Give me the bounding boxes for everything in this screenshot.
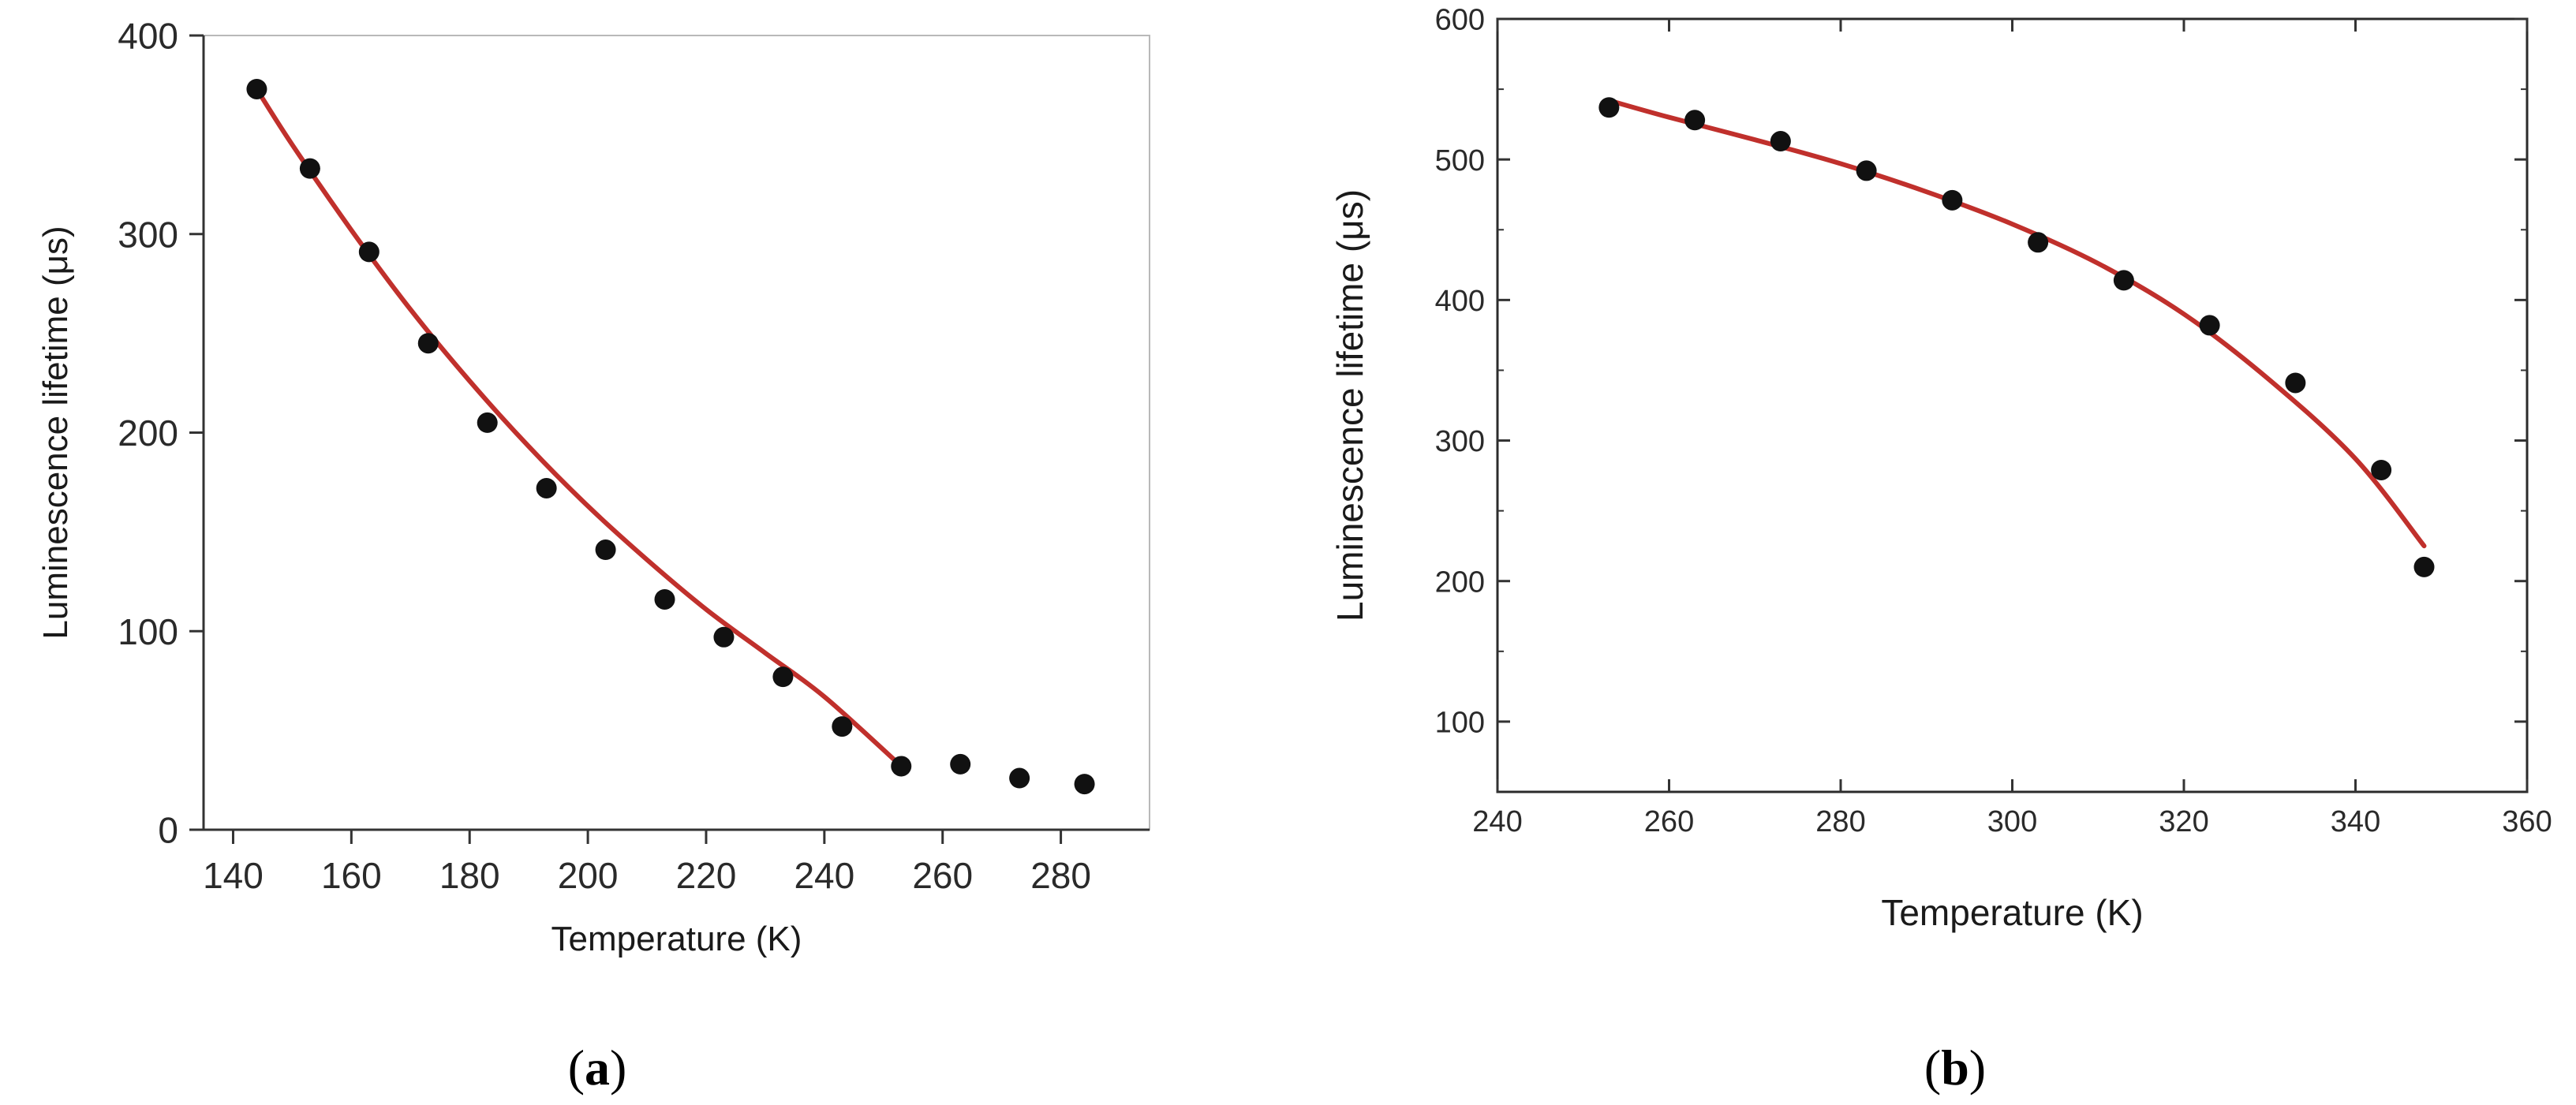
- y-tick-label: 300: [118, 214, 178, 255]
- data-point: [595, 539, 616, 561]
- x-tick-label: 280: [1815, 805, 1865, 838]
- x-tick-label: 220: [676, 855, 737, 896]
- data-point: [477, 412, 498, 433]
- y-tick-label: 400: [118, 16, 178, 57]
- y-axis-title: Luminescence lifetime (μs): [36, 226, 75, 639]
- chart-panel-a: 140 160 180 200 220 240 260 280 0 100 200 300 400 Tem…: [36, 16, 1150, 1096]
- data-point: [1009, 767, 1030, 789]
- y-tick-label: 400: [1435, 285, 1485, 318]
- y-tick-label: 100: [118, 611, 178, 652]
- panel-label: (b): [1924, 1040, 1986, 1096]
- panel-label: (a): [568, 1040, 627, 1096]
- y-tick-label: 0: [158, 810, 178, 851]
- data-point: [713, 626, 735, 648]
- data-point: [2371, 459, 2392, 480]
- y-axis-title: Luminescence lifetime (μs): [1329, 189, 1370, 622]
- x-tick-label: 300: [1987, 805, 2037, 838]
- x-tick-label: 180: [439, 855, 500, 896]
- data-point: [2285, 372, 2306, 394]
- fit-curve: [1606, 98, 2427, 549]
- data-point: [1684, 110, 1706, 131]
- data-point: [1598, 97, 1620, 118]
- data-point: [832, 716, 853, 737]
- data-point: [772, 666, 794, 688]
- data-point: [1074, 774, 1095, 795]
- x-tick-label: 240: [1472, 805, 1522, 838]
- x-tick-label: 280: [1030, 855, 1091, 896]
- x-tick-label: 160: [321, 855, 382, 896]
- y-tick-label: 300: [1435, 425, 1485, 458]
- data-point: [654, 588, 675, 610]
- y-tick-label: 200: [1435, 566, 1485, 599]
- data-point: [1856, 160, 1877, 181]
- data-point: [1942, 189, 1963, 211]
- y-tick-label: 100: [1435, 707, 1485, 740]
- y-tick-label: 500: [1435, 144, 1485, 177]
- x-tick-label: 260: [1644, 805, 1694, 838]
- chart-panel-b: 240 260 280 300 320 340 360 100 200 300 400 500 600 T…: [1329, 4, 2552, 1096]
- y-tick-label: 600: [1435, 4, 1485, 37]
- data-point: [2028, 232, 2049, 253]
- data-point: [2113, 270, 2134, 291]
- data-point: [246, 78, 267, 99]
- x-tick-label: 260: [912, 855, 973, 896]
- x-tick-label: 240: [794, 855, 854, 896]
- y-tick-label: 200: [118, 413, 178, 454]
- data-point: [891, 756, 912, 777]
- x-tick-label: 340: [2331, 805, 2380, 838]
- x-tick-label: 320: [2159, 805, 2208, 838]
- data-point: [950, 753, 971, 775]
- data-point: [358, 241, 379, 263]
- x-axis-title: Temperature (K): [551, 920, 802, 958]
- data-point: [536, 477, 557, 498]
- data-point: [2413, 556, 2435, 577]
- x-axis-title: Temperature (K): [1881, 892, 2143, 933]
- x-tick-label: 140: [203, 855, 264, 896]
- data-point: [299, 158, 320, 179]
- x-tick-label: 360: [2502, 805, 2552, 838]
- data-point: [2199, 315, 2220, 336]
- x-tick-label: 200: [558, 855, 619, 896]
- data-point: [1770, 131, 1791, 152]
- data-point: [417, 333, 439, 354]
- fit-curve: [254, 87, 904, 769]
